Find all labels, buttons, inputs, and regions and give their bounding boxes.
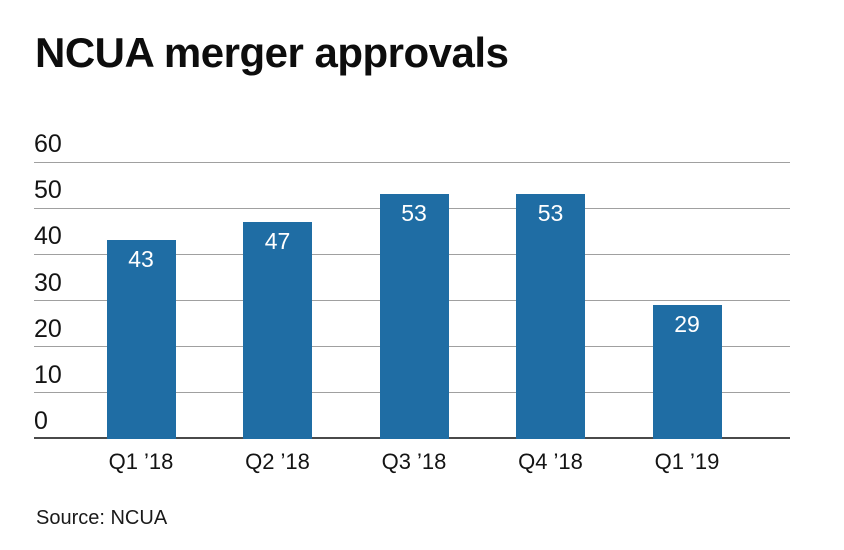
x-axis-label: Q4 ’18 xyxy=(518,449,583,474)
x-axis-label: Q1 ’18 xyxy=(108,449,174,474)
y-axis-tick-label: 10 xyxy=(34,360,62,389)
y-axis-tick-label: 40 xyxy=(34,222,62,251)
x-axis-label: Q3 ’18 xyxy=(381,449,447,474)
x-axis-label: Q1 ’19 xyxy=(654,449,720,474)
source-label: Source: NCUA xyxy=(36,507,168,529)
y-axis-tick-label: 20 xyxy=(34,314,62,343)
y-axis-tick-label: 60 xyxy=(34,130,62,158)
bar: 53 xyxy=(379,194,449,439)
bar: 47 xyxy=(243,222,312,439)
y-axis-tick-label: 50 xyxy=(34,176,62,205)
bar-value-label: 47 xyxy=(264,228,291,255)
chart-title: NCUA merger approvals xyxy=(35,29,509,76)
bar-value-label: 53 xyxy=(401,200,427,227)
bar: 29 xyxy=(652,305,722,439)
bar-value-label: 43 xyxy=(128,246,154,273)
bar-value-label: 53 xyxy=(537,200,564,227)
gridline xyxy=(34,161,790,163)
bar-value-label: 29 xyxy=(674,311,700,338)
plot-area: 0 10 20 30 40 50 60 43 Q1 ’18 47 Q2 ’18 53 Q3 ’18 53 Q… xyxy=(34,132,790,473)
bar: 53 xyxy=(516,194,585,439)
bar: 43 xyxy=(106,240,176,439)
x-axis-label: Q2 ’18 xyxy=(245,449,310,474)
y-axis-tick-label: 30 xyxy=(34,268,62,297)
y-axis-tick-label: 0 xyxy=(34,407,48,435)
